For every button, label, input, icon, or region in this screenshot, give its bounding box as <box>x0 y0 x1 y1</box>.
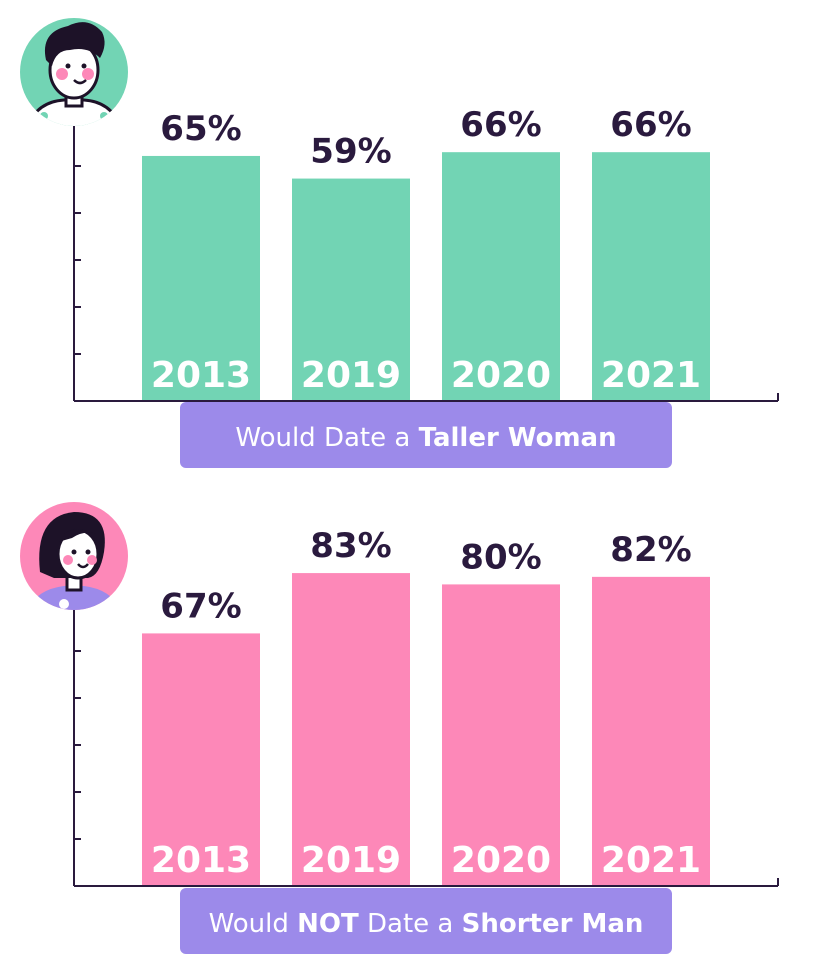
caption-box: Would Date a Taller Woman <box>180 402 672 468</box>
caption-text-pre: Would Date a <box>235 423 418 453</box>
axis-group <box>73 118 779 402</box>
value-label-2020: 66% <box>460 105 541 145</box>
value-label-2019: 83% <box>310 526 391 566</box>
category-label-2021: 2021 <box>601 355 701 396</box>
category-label-2020: 2020 <box>451 840 551 881</box>
bar-2020 <box>442 152 560 401</box>
bar-2021 <box>592 576 710 886</box>
value-label-2013: 67% <box>160 586 241 626</box>
bars-group: 67% 2013 83% 2019 80% 2020 82% 2021 <box>142 526 710 886</box>
value-label-2013: 65% <box>160 109 241 149</box>
bars-group: 65% 2013 59% 2019 66% 2020 66% 2021 <box>142 105 710 401</box>
category-label-2019: 2019 <box>301 840 401 881</box>
caption-text-pre: Would <box>209 909 298 939</box>
bar-2019 <box>292 573 410 886</box>
bar-2020 <box>442 584 560 886</box>
caption-text-bold-1: NOT <box>297 909 359 939</box>
chart-shorter-man: 67% 2013 83% 2019 80% 2020 82% 2021 Would NOT D… <box>20 502 779 954</box>
category-label-2021: 2021 <box>601 840 701 881</box>
svg-text:Would NOT Date a Shorter Man: Would NOT Date a Shorter Man <box>209 909 644 939</box>
caption-text-bold-2: Shorter Man <box>462 909 644 939</box>
bar-2013 <box>142 155 260 401</box>
man-avatar-icon <box>20 18 128 126</box>
category-label-2013: 2013 <box>151 840 251 881</box>
svg-text:Would Date a Taller Woman: Would Date a Taller Woman <box>235 423 616 453</box>
woman-avatar-icon <box>20 502 128 610</box>
category-label-2013: 2013 <box>151 355 251 396</box>
value-label-2021: 66% <box>610 105 691 145</box>
value-label-2020: 80% <box>460 537 541 577</box>
caption-text-mid: Date a <box>359 909 462 939</box>
caption-box: Would NOT Date a Shorter Man <box>180 888 672 954</box>
category-label-2020: 2020 <box>451 355 551 396</box>
bar-2013 <box>142 633 260 886</box>
bar-2019 <box>292 178 410 401</box>
caption-text-bold-2: Taller Woman <box>419 423 617 453</box>
value-label-2019: 59% <box>310 132 391 172</box>
bar-2021 <box>592 152 710 401</box>
value-label-2021: 82% <box>610 530 691 570</box>
chart-taller-woman: 65% 2013 59% 2019 66% 2020 66% 2021 Would Date … <box>20 18 779 468</box>
category-label-2019: 2019 <box>301 355 401 396</box>
